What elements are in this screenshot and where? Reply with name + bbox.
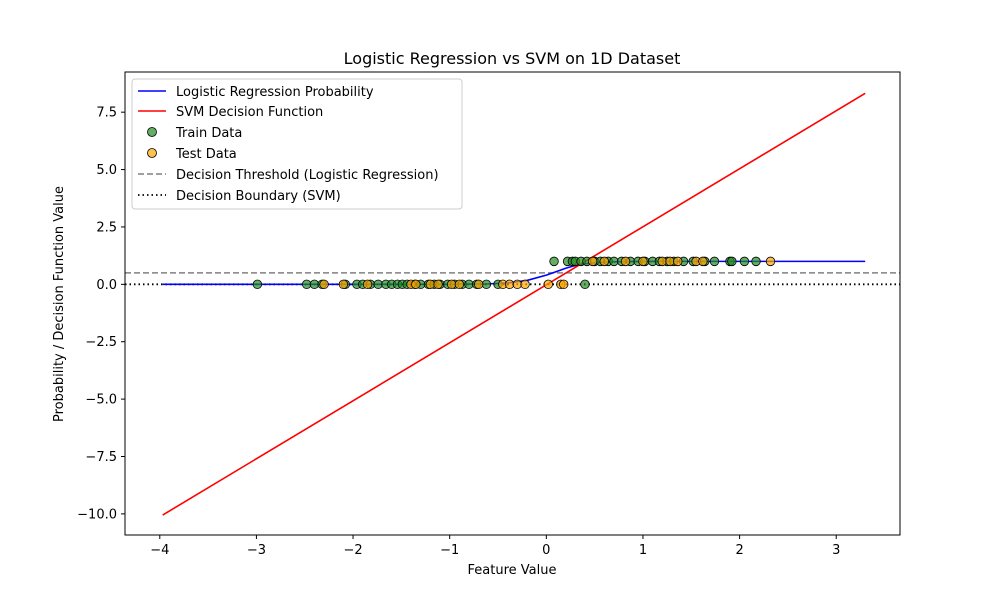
y-axis-label: Probability / Decision Function Value xyxy=(52,186,67,422)
y-tick-label: 5.0 xyxy=(96,163,117,178)
legend-box xyxy=(131,78,463,210)
test-point xyxy=(338,279,349,290)
test-point xyxy=(454,279,465,290)
y-tick-label: 7.5 xyxy=(96,106,117,121)
chart-title: Logistic Regression vs SVM on 1D Dataset xyxy=(344,49,681,68)
svm-decision-line xyxy=(162,92,866,516)
test-point xyxy=(620,256,631,267)
test-point xyxy=(559,279,569,290)
test-point xyxy=(588,256,598,267)
test-point xyxy=(698,256,708,267)
x-axis: −4 −3 −2 −1 0 1 2 3 xyxy=(150,535,840,558)
x-tick-label: 1 xyxy=(639,543,647,558)
legend-threshold-label: Decision Threshold (Logistic Regression) xyxy=(176,168,439,183)
train-point xyxy=(373,279,383,290)
train-point xyxy=(739,256,750,267)
test-point xyxy=(520,279,530,290)
test-point xyxy=(425,279,436,290)
train-point xyxy=(301,279,312,290)
train-point xyxy=(727,256,737,267)
train-point xyxy=(580,279,590,290)
legend-test-label: Test Data xyxy=(175,147,237,162)
test-point xyxy=(765,256,776,267)
test-point xyxy=(319,279,329,290)
legend-boundary-label: Decision Boundary (SVM) xyxy=(176,189,341,204)
legend: Logistic Regression Probability SVM Deci… xyxy=(131,78,463,210)
test-point xyxy=(665,256,675,267)
test-point xyxy=(411,279,421,290)
x-tick-label: −2 xyxy=(343,543,362,558)
train-point xyxy=(481,279,492,290)
train-point xyxy=(609,256,619,267)
x-tick-label: 3 xyxy=(832,543,840,558)
y-axis: −10.0 −7.5 −5.0 −2.5 0.0 2.5 5.0 7.5 xyxy=(77,106,125,522)
x-tick-label: −4 xyxy=(150,543,169,558)
legend-test-swatch xyxy=(147,148,157,158)
x-tick-label: 2 xyxy=(735,543,743,558)
x-tick-label: −3 xyxy=(247,543,266,558)
test-point xyxy=(473,279,484,290)
test-point xyxy=(543,279,553,290)
y-tick-label: −5.0 xyxy=(85,393,117,408)
test-point xyxy=(446,279,457,290)
y-tick-label: −10.0 xyxy=(77,507,117,522)
y-tick-label: 0.0 xyxy=(96,278,117,293)
legend-logistic-label: Logistic Regression Probability xyxy=(176,85,374,100)
x-axis-label: Feature Value xyxy=(468,563,557,578)
legend-train-swatch xyxy=(147,127,157,137)
test-point xyxy=(512,279,523,290)
scatter-points xyxy=(252,256,776,290)
plot-frame xyxy=(124,71,901,536)
x-tick-label: −1 xyxy=(440,543,459,558)
x-tick-label: 0 xyxy=(542,543,550,558)
y-tick-label: −7.5 xyxy=(85,450,117,465)
train-point xyxy=(751,256,761,267)
test-point xyxy=(433,279,443,290)
train-point xyxy=(549,256,559,267)
train-point xyxy=(709,256,720,267)
plot-area xyxy=(124,71,901,536)
test-point xyxy=(657,256,667,267)
test-point xyxy=(673,256,683,267)
train-point xyxy=(309,279,320,290)
test-point xyxy=(362,279,373,290)
y-tick-label: −2.5 xyxy=(85,335,117,350)
test-point xyxy=(638,256,648,267)
train-point xyxy=(464,279,474,290)
train-point xyxy=(252,279,263,290)
legend-train-label: Train Data xyxy=(175,126,242,141)
legend-svm-label: SVM Decision Function xyxy=(176,105,323,120)
y-tick-label: 2.5 xyxy=(96,220,117,235)
test-point xyxy=(504,279,515,290)
test-point xyxy=(599,256,610,267)
